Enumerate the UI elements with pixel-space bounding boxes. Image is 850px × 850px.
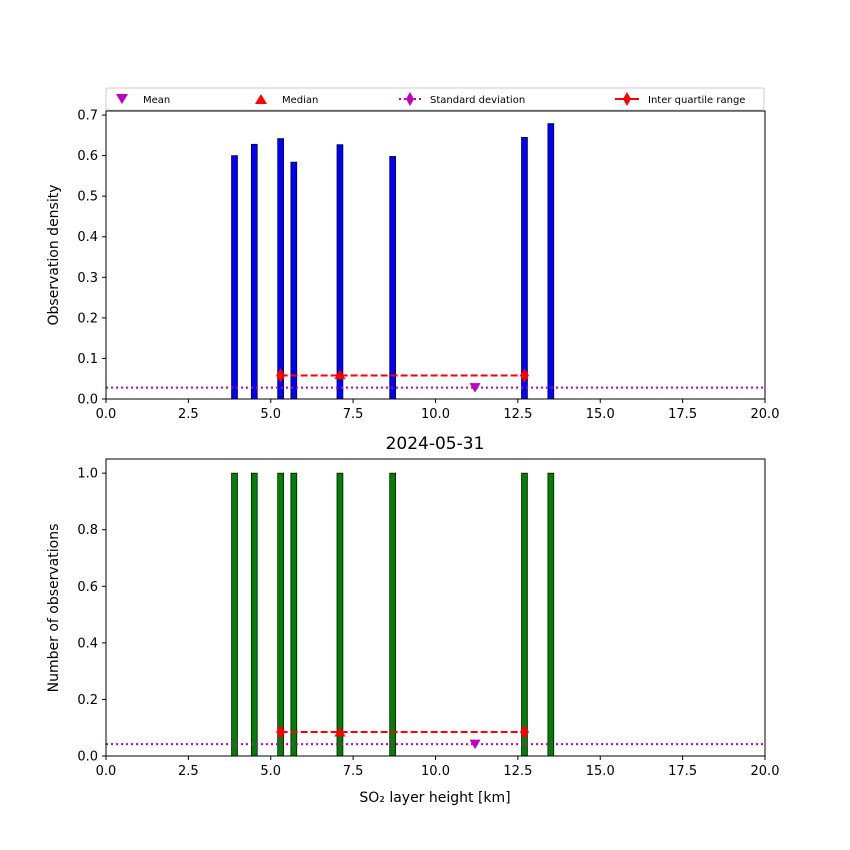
- bottom-x-tick-label-8: 20.0: [751, 764, 780, 779]
- top-y-tick-label-6: 0.6: [77, 149, 98, 164]
- bottom-bar-1: [250, 472, 258, 757]
- bottom-y-ticks: 0.0 0.2 0.4 0.6 0.8 1.0: [77, 467, 106, 765]
- top-y-axis-label: Observation density: [46, 184, 62, 325]
- top-bar-7: [547, 123, 555, 400]
- bottom-x-tick-label-1: 2.5: [178, 764, 199, 779]
- bottom-median-marker: [334, 726, 346, 737]
- top-x-tick-label-8: 20.0: [751, 407, 780, 422]
- top-bar-1: [250, 143, 258, 400]
- bottom-y-tick-label-2: 0.4: [77, 636, 98, 651]
- legend-item-iqr: Inter quartile range: [615, 92, 745, 106]
- top-x-tick-label-6: 15.0: [586, 407, 615, 422]
- top-y-tick-label-5: 0.5: [77, 190, 98, 205]
- top-bar-0: [231, 155, 238, 400]
- top-y-ticks: 0.0 0.1 0.2 0.3 0.4 0.5 0.6 0.7: [77, 109, 106, 408]
- top-iqr-marker-1: [519, 368, 529, 383]
- bottom-chart-title: 2024-05-31: [386, 434, 485, 454]
- bottom-x-tick-label-2: 5.0: [260, 764, 281, 779]
- top-y-tick-label-7: 0.7: [77, 109, 98, 124]
- top-x-tick-label-4: 10.0: [421, 407, 450, 422]
- bottom-bar-5: [389, 472, 396, 757]
- legend-mean-marker: [116, 94, 128, 104]
- top-x-tick-label-1: 2.5: [178, 407, 199, 422]
- bottom-y-tick-label-1: 0.2: [77, 693, 98, 708]
- bottom-x-tick-label-5: 12.5: [503, 764, 532, 779]
- bottom-x-ticks: 0.0 2.5 5.0 7.5 10.0 12.5 15.0 17.5 20.0: [96, 756, 780, 779]
- top-mean-marker: [469, 383, 481, 393]
- top-y-tick-label-2: 0.2: [77, 311, 98, 326]
- bottom-bar-2: [277, 472, 284, 757]
- legend-iqr-label: Inter quartile range: [648, 95, 745, 106]
- bottom-y-tick-label-3: 0.6: [77, 580, 98, 595]
- legend-median-label: Median: [282, 95, 318, 106]
- top-x-tick-label-5: 12.5: [503, 407, 532, 422]
- bottom-iqr-marker-0: [276, 724, 286, 739]
- legend-mean-label: Mean: [143, 95, 170, 106]
- top-iqr-marker-0: [276, 368, 286, 383]
- bottom-y-axis-label: Number of observations: [46, 524, 62, 693]
- top-bar-6: [521, 137, 528, 400]
- bottom-x-tick-label-7: 17.5: [668, 764, 697, 779]
- bottom-iqr-marker-1: [519, 724, 529, 739]
- bottom-x-tick-label-0: 0.0: [96, 764, 117, 779]
- bottom-y-tick-label-5: 1.0: [77, 467, 98, 482]
- bottom-statistics: [106, 724, 765, 750]
- legend: Mean Median Standard deviation Inter qua…: [105, 87, 765, 111]
- bottom-y-tick-label-4: 0.8: [77, 523, 98, 538]
- top-x-tick-label-7: 17.5: [668, 407, 697, 422]
- bottom-bar-0: [231, 472, 238, 757]
- top-x-tick-label-0: 0.0: [96, 407, 117, 422]
- bottom-panel-count: 2024-05-31 0.0 2.5 5.0 7.5 10.0 12.5 15.0 17.5 2…: [46, 434, 779, 806]
- legend-iqr-marker: [623, 92, 631, 106]
- legend-item-median: Median: [255, 94, 318, 106]
- legend-median-marker: [255, 94, 267, 104]
- top-panel-density: 0.0 2.5 5.0 7.5 10.0 12.5 15.0 17.5 20.0 0.00.10…: [46, 109, 779, 422]
- bottom-bar-4: [336, 472, 344, 757]
- top-y-tick-label-3: 0.3: [77, 271, 98, 286]
- top-x-tick-label-2: 5.0: [260, 407, 281, 422]
- bottom-bar-6: [521, 472, 528, 757]
- top-x-tick-label-3: 7.5: [343, 407, 364, 422]
- top-y-tick-label-0: 0.0: [77, 393, 98, 408]
- legend-item-std: Standard deviation: [399, 92, 525, 106]
- top-bar-3: [290, 161, 298, 400]
- legend-frame: [105, 87, 765, 111]
- bottom-x-tick-label-4: 10.0: [421, 764, 450, 779]
- top-statistics: [106, 368, 765, 393]
- top-bar-2: [277, 138, 284, 400]
- top-y-tick-label-4: 0.4: [77, 230, 98, 245]
- top-y-tick-label-1: 0.1: [77, 352, 98, 367]
- top-x-ticks: 0.0 2.5 5.0 7.5 10.0 12.5 15.0 17.5 20.0: [96, 399, 780, 422]
- bottom-mean-marker: [469, 739, 481, 750]
- bottom-y-tick-label-0: 0.0: [77, 750, 98, 765]
- bottom-bar-7: [547, 472, 555, 757]
- bottom-x-axis-label: SO₂ layer height [km]: [359, 790, 510, 806]
- bottom-x-tick-label-6: 15.0: [586, 764, 615, 779]
- top-median-marker: [334, 369, 346, 380]
- bottom-bars: [231, 472, 555, 757]
- top-bar-4: [336, 144, 344, 400]
- legend-item-mean: Mean: [116, 94, 170, 106]
- bottom-bar-3: [290, 472, 298, 757]
- top-bar-5: [389, 156, 396, 400]
- legend-std-marker: [406, 92, 414, 106]
- legend-std-label: Standard deviation: [430, 95, 525, 106]
- bottom-x-tick-label-3: 7.5: [343, 764, 364, 779]
